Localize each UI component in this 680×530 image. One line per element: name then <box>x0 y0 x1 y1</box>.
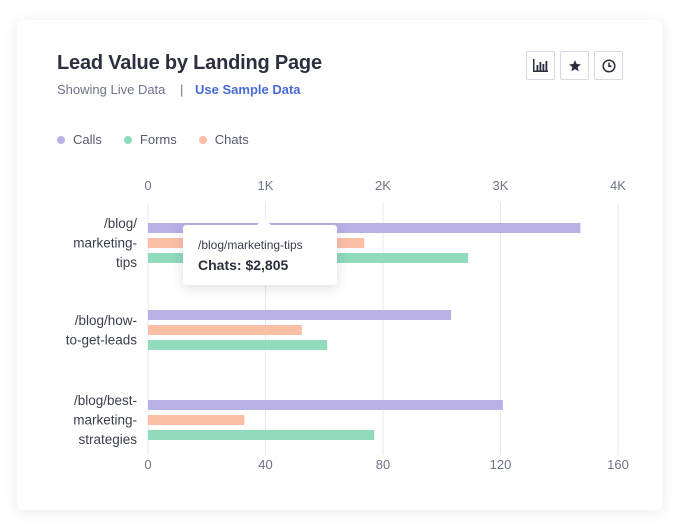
category-label: /blog/best- <box>74 393 137 408</box>
category-label: marketing- <box>73 236 137 251</box>
category-label: /blog/how- <box>75 313 137 328</box>
category-label: strategies <box>78 432 137 447</box>
legend-swatch-forms <box>123 135 132 144</box>
legend-label-chats: Chats <box>214 132 249 147</box>
top-axis-tick-label: 3K <box>493 178 509 193</box>
bar-calls-1 <box>148 310 452 320</box>
chart-tooltip: /blog/marketing-tips Chats: $2,805 <box>183 218 337 285</box>
tooltip-label: /blog/marketing-tips <box>198 238 303 252</box>
separator: | <box>180 82 184 97</box>
legend-item-chats[interactable]: Chats <box>198 132 249 147</box>
bar-chats-1 <box>148 325 302 335</box>
use-sample-data-link[interactable]: Use Sample Data <box>195 82 301 97</box>
legend-label-calls: Calls <box>73 132 102 147</box>
clock-icon <box>601 58 616 73</box>
category-label: to-get-leads <box>66 332 138 347</box>
category-label: /blog/ <box>104 216 137 231</box>
bottom-axis-tick-label: 120 <box>490 457 512 472</box>
legend-swatch-chats <box>198 135 207 144</box>
star-icon <box>568 59 581 71</box>
legend-label-forms: Forms <box>139 132 177 147</box>
top-axis-tick-label: 4K <box>610 178 626 193</box>
bar-calls-2 <box>148 400 503 410</box>
bar-forms-1 <box>148 340 328 350</box>
bar-forms-2 <box>148 430 375 440</box>
chart-toolbar <box>526 51 623 80</box>
favorite-button[interactable] <box>560 51 589 80</box>
bar-calls-0 <box>148 223 581 233</box>
category-label: marketing- <box>73 413 137 428</box>
legend-item-calls[interactable]: Calls <box>57 132 102 147</box>
data-source-line: Showing Live Data | Use Sample Data <box>57 82 301 97</box>
bottom-axis-tick-label: 160 <box>607 457 629 472</box>
top-axis-tick-label: 1K <box>258 178 274 193</box>
bottom-axis-tick-label: 40 <box>258 457 272 472</box>
legend-item-forms[interactable]: Forms <box>123 132 177 147</box>
bottom-axis-tick-label: 0 <box>144 457 151 472</box>
tooltip-value: Chats: $2,805 <box>198 257 289 273</box>
chart-card: Lead Value by Landing Page Showing Live … <box>17 20 662 510</box>
top-axis-tick-label: 2K <box>375 178 391 193</box>
chart-legend: Calls Forms Chats <box>57 132 249 147</box>
legend-swatch-calls <box>57 135 65 144</box>
live-data-status: Showing Live Data <box>57 82 166 97</box>
bar-chart-icon <box>533 59 548 72</box>
top-axis-tick-label: 0 <box>144 178 151 193</box>
bottom-axis-tick-label: 80 <box>376 457 390 472</box>
chart-title: Lead Value by Landing Page <box>57 52 322 74</box>
history-button[interactable] <box>594 51 623 80</box>
bar-chats-2 <box>148 415 245 425</box>
bar-chart-button[interactable] <box>526 51 555 80</box>
category-label: tips <box>116 255 137 270</box>
